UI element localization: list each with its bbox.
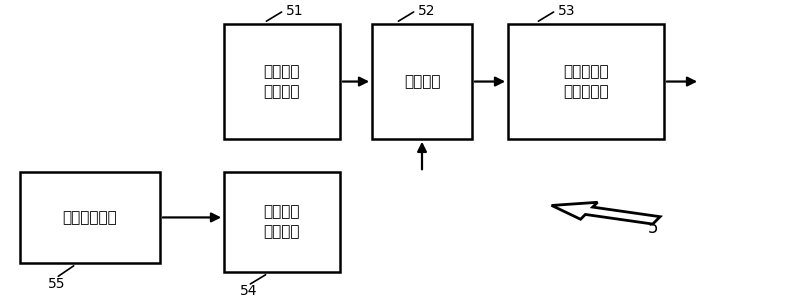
Text: 52: 52: [418, 4, 436, 18]
Text: 修正模块: 修正模块: [404, 74, 440, 89]
Text: 53: 53: [558, 4, 576, 18]
Text: 温度补偿
计算模块: 温度补偿 计算模块: [264, 204, 300, 239]
Text: 51: 51: [286, 4, 304, 18]
FancyBboxPatch shape: [224, 24, 340, 139]
Polygon shape: [552, 202, 660, 224]
FancyBboxPatch shape: [20, 172, 160, 263]
FancyBboxPatch shape: [508, 24, 664, 139]
FancyBboxPatch shape: [372, 24, 472, 139]
Text: 54: 54: [240, 284, 258, 297]
Text: 55: 55: [48, 277, 66, 291]
Text: 数控机床位
置控制模块: 数控机床位 置控制模块: [563, 64, 609, 99]
Text: 5: 5: [648, 219, 658, 237]
FancyBboxPatch shape: [224, 172, 340, 272]
Text: 数控机床
插补模块: 数控机床 插补模块: [264, 64, 300, 99]
Text: 温度采集模块: 温度采集模块: [62, 210, 118, 225]
